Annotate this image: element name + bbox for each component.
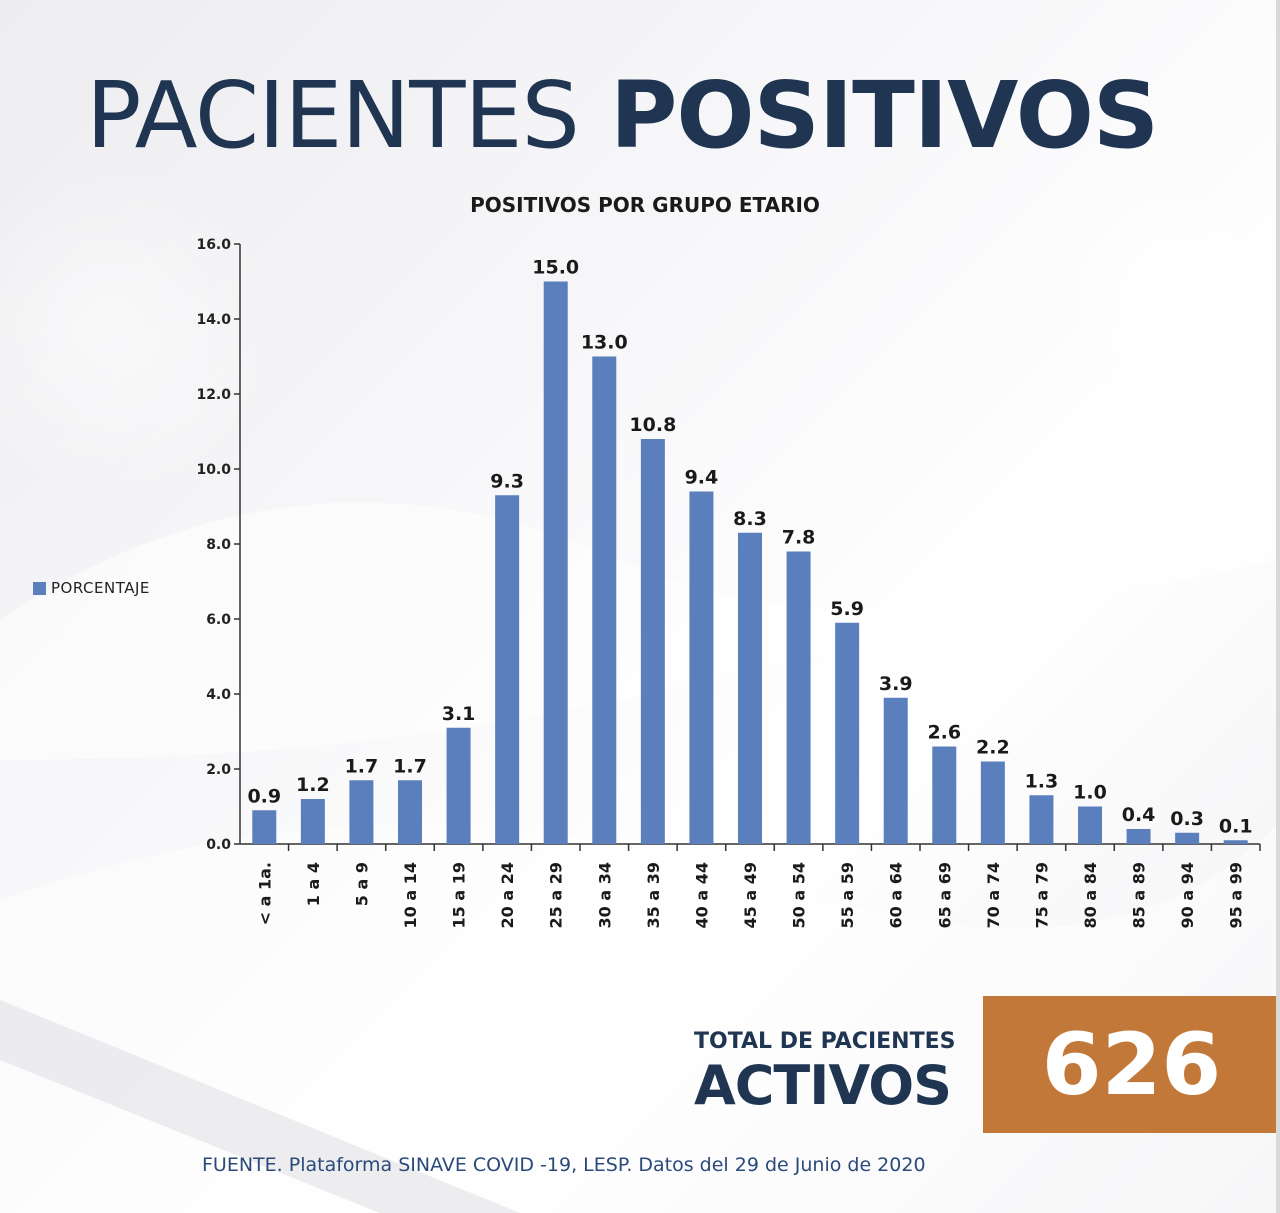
bar — [835, 622, 860, 844]
bar — [398, 780, 422, 844]
x-tick-label: 60 a 64 — [887, 862, 906, 928]
bar — [349, 780, 374, 844]
x-tick-label: 75 a 79 — [1032, 862, 1051, 928]
y-tick-label: 6.0 — [206, 612, 231, 628]
x-tick-label: < a 1a. — [255, 862, 274, 925]
bar — [883, 697, 908, 844]
x-tick-label: 70 a 74 — [984, 862, 1003, 928]
bar — [1029, 795, 1054, 844]
data-label: 1.7 — [393, 755, 427, 777]
bar — [592, 356, 617, 844]
source-note: FUENTE. Plataforma SINAVE COVID -19, LES… — [202, 1154, 926, 1176]
x-tick-label: 95 a 99 — [1227, 862, 1246, 928]
data-label: 1.3 — [1025, 770, 1059, 792]
data-label: 7.8 — [782, 527, 816, 549]
data-label: 0.3 — [1170, 808, 1204, 830]
total-label-big: ACTIVOS — [694, 1054, 952, 1117]
x-tick-label: 35 a 39 — [644, 862, 663, 928]
page-edge — [1276, 0, 1280, 1213]
x-tick-label: 20 a 24 — [498, 862, 517, 928]
bar — [252, 810, 277, 844]
x-tick-label: 45 a 49 — [741, 862, 760, 928]
data-label: 3.1 — [442, 703, 476, 725]
data-label: 2.2 — [976, 737, 1010, 759]
y-tick-label: 0.0 — [206, 837, 231, 853]
bar — [1078, 806, 1102, 844]
y-tick-label: 8.0 — [206, 537, 231, 553]
data-label: 0.9 — [247, 785, 281, 807]
data-label: 15.0 — [532, 257, 579, 279]
x-tick-label: 65 a 69 — [935, 862, 954, 928]
x-tick-label: 80 a 84 — [1081, 862, 1100, 928]
data-label: 13.0 — [581, 332, 628, 354]
data-label: 2.6 — [927, 722, 961, 744]
data-label: 1.0 — [1073, 782, 1107, 804]
bar — [1223, 840, 1248, 844]
data-label: 1.7 — [345, 755, 379, 777]
x-tick-label: 1 a 4 — [304, 862, 323, 906]
chart-legend: PORCENTAJE — [33, 579, 150, 597]
bar — [446, 727, 471, 844]
total-label: TOTAL DE PACIENTES ACTIVOS — [694, 1028, 955, 1116]
bar — [689, 491, 714, 844]
y-tick-label: 14.0 — [196, 312, 231, 328]
bar — [1175, 832, 1200, 844]
bar — [980, 761, 1005, 844]
title-light: PACIENTES — [86, 62, 580, 169]
page-title: PACIENTES POSITIVOS — [86, 66, 1159, 166]
total-value: 626 — [1041, 1014, 1222, 1115]
legend-swatch — [33, 581, 46, 595]
chart-title: POSITIVOS POR GRUPO ETARIO — [470, 193, 820, 217]
y-tick-label: 12.0 — [196, 387, 231, 403]
data-label: 10.8 — [629, 414, 676, 436]
x-tick-label: 25 a 29 — [547, 862, 566, 928]
data-label: 9.4 — [685, 467, 719, 489]
bar — [495, 495, 520, 844]
data-label: 0.1 — [1219, 815, 1253, 837]
bar — [640, 439, 665, 844]
title-bold: POSITIVOS — [610, 62, 1159, 169]
x-tick-label: 55 a 59 — [838, 862, 857, 928]
x-tick-label: 50 a 54 — [790, 862, 809, 928]
x-tick-label: 10 a 14 — [401, 862, 420, 928]
bar — [1126, 829, 1151, 844]
y-tick-label: 4.0 — [206, 687, 231, 703]
total-value-box: 626 — [983, 996, 1280, 1133]
y-tick-label: 16.0 — [196, 237, 231, 253]
bar — [543, 281, 568, 844]
x-tick-label: 85 a 89 — [1130, 862, 1149, 928]
bar — [786, 551, 811, 844]
bar — [932, 746, 957, 844]
x-tick-label: 30 a 34 — [595, 862, 614, 928]
x-tick-label: 5 a 9 — [352, 862, 371, 906]
bar-chart: 0.0 2.0 4.0 6.0 8.0 10.0 12.0 14.0 16.0 0.9 < a 1a… — [196, 237, 1261, 928]
bar — [300, 799, 325, 844]
data-label: 8.3 — [733, 508, 767, 530]
y-tick-label: 2.0 — [206, 762, 231, 778]
legend-label: PORCENTAJE — [51, 579, 150, 597]
data-label: 5.9 — [830, 598, 864, 620]
total-label-small: TOTAL DE PACIENTES — [694, 1029, 956, 1054]
data-label: 9.3 — [490, 470, 524, 492]
data-label: 0.4 — [1122, 804, 1156, 826]
data-label: 1.2 — [296, 774, 330, 796]
x-tick-label: 90 a 94 — [1178, 862, 1197, 928]
y-tick-label: 10.0 — [196, 462, 231, 478]
x-tick-label: 15 a 19 — [450, 862, 469, 928]
data-label: 3.9 — [879, 673, 913, 695]
bar — [738, 532, 762, 844]
x-tick-label: 40 a 44 — [692, 862, 711, 928]
